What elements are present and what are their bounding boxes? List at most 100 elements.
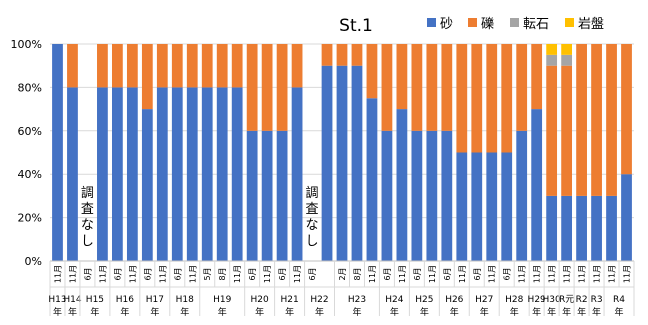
x-month-label: 6月 bbox=[443, 267, 452, 280]
x-year-label: H19 bbox=[213, 295, 231, 305]
x-year-label: H18 bbox=[176, 295, 194, 305]
bar-segment-砂 bbox=[501, 152, 513, 261]
bar-segment-砂 bbox=[67, 87, 78, 262]
bar-segment-砂 bbox=[276, 130, 288, 261]
bar-segment-礫 bbox=[516, 44, 528, 131]
x-month-label: 11月 bbox=[428, 265, 437, 283]
x-month-label: 6月 bbox=[113, 267, 122, 280]
y-tick-label: 60% bbox=[18, 125, 42, 138]
bar-segment-礫 bbox=[201, 44, 213, 88]
x-year-label: R2 bbox=[576, 295, 588, 305]
x-year-suffix: 年 bbox=[480, 306, 489, 318]
x-year-label: R元 bbox=[559, 295, 574, 305]
bar-segment-砂 bbox=[591, 195, 602, 261]
x-year-suffix: 年 bbox=[150, 306, 159, 318]
x-year-label: H29 bbox=[528, 295, 546, 305]
bar-segment-礫 bbox=[126, 44, 138, 88]
x-month-label: 5月 bbox=[203, 267, 212, 280]
bar-segment-礫 bbox=[546, 65, 558, 196]
x-month-label: 11月 bbox=[458, 265, 467, 283]
x-year-label: H28 bbox=[505, 295, 523, 305]
annotation-char: 査 bbox=[81, 202, 94, 217]
bar-segment-礫 bbox=[97, 44, 108, 88]
bar-segment-礫 bbox=[486, 44, 498, 153]
legend-label: 岩盤 bbox=[578, 17, 604, 32]
bar-segment-礫 bbox=[396, 44, 408, 110]
bar-segment-礫 bbox=[441, 44, 453, 131]
bar-segment-砂 bbox=[246, 130, 258, 261]
bar-segment-礫 bbox=[321, 44, 333, 66]
legend-swatch-砂 bbox=[427, 18, 436, 27]
x-year-label: H30 bbox=[543, 295, 561, 305]
bar-segment-砂 bbox=[546, 195, 558, 261]
x-month-label: 11月 bbox=[548, 265, 557, 283]
bar-segment-礫 bbox=[291, 44, 303, 88]
x-month-label: 11月 bbox=[518, 265, 527, 283]
x-year-suffix: 年 bbox=[315, 306, 324, 318]
chart-title: St.1 bbox=[339, 16, 373, 36]
x-year-suffix: 年 bbox=[615, 306, 624, 318]
bar-segment-砂 bbox=[111, 87, 123, 262]
x-month-label: 11月 bbox=[488, 265, 497, 283]
x-year-suffix: 年 bbox=[450, 306, 459, 318]
bar-segment-砂 bbox=[396, 109, 408, 261]
y-axis-tick-labels: 0% 20% 40% 60% 80% 100% bbox=[11, 38, 42, 268]
bar-segment-礫 bbox=[366, 44, 378, 99]
x-year-suffix: 年 bbox=[68, 306, 77, 318]
x-year-suffix: 年 bbox=[120, 306, 129, 318]
x-month-label: 11月 bbox=[53, 265, 62, 283]
bar-segment-礫 bbox=[471, 44, 483, 153]
x-month-label: 6月 bbox=[143, 267, 152, 280]
x-year-label: R4 bbox=[613, 295, 625, 305]
x-month-label: 11月 bbox=[578, 265, 587, 283]
legend-swatch-礫 bbox=[468, 18, 477, 27]
x-axis-categories: 11月 11月 6月 11月 6月 11月 6月 11月 6月 11月 5月 8月 11月 6月 11月 6月… bbox=[48, 261, 635, 318]
y-tick-label: 0% bbox=[25, 255, 42, 268]
x-year-suffix: 年 bbox=[577, 306, 586, 318]
x-month-label: 2月 bbox=[338, 267, 347, 280]
legend-label: 砂 bbox=[440, 17, 453, 32]
bar-segment-転石 bbox=[546, 54, 558, 66]
bar-segment-砂 bbox=[186, 87, 198, 262]
x-year-label: H24 bbox=[385, 295, 403, 305]
bar-segment-礫 bbox=[411, 44, 423, 131]
bar-segment-礫 bbox=[501, 44, 513, 153]
bar-segment-砂 bbox=[321, 65, 333, 261]
bar-segment-砂 bbox=[411, 130, 423, 261]
x-month-label: 11月 bbox=[188, 265, 197, 283]
bar-segment-礫 bbox=[561, 65, 573, 196]
x-year-suffix: 年 bbox=[255, 306, 264, 318]
x-year-label: H15 bbox=[86, 295, 104, 305]
legend-swatch-転石 bbox=[510, 18, 519, 27]
axes bbox=[50, 260, 634, 288]
legend-label: 転石 bbox=[523, 17, 549, 32]
bars bbox=[52, 44, 632, 262]
bar-segment-礫 bbox=[67, 44, 78, 88]
x-year-suffix: 年 bbox=[53, 306, 62, 318]
x-year-suffix: 年 bbox=[510, 306, 519, 318]
annotation-char: な bbox=[81, 218, 94, 233]
x-year-suffix: 年 bbox=[420, 306, 429, 318]
x-year-label: H17 bbox=[146, 295, 164, 305]
bar-segment-砂 bbox=[381, 130, 393, 261]
y-tick-label: 80% bbox=[18, 81, 42, 94]
bar-segment-砂 bbox=[336, 65, 348, 261]
x-year-label: H25 bbox=[415, 295, 433, 305]
x-month-label: 11月 bbox=[263, 265, 272, 283]
bar-segment-砂 bbox=[201, 87, 213, 262]
bar-segment-砂 bbox=[216, 87, 228, 262]
bar-segment-砂 bbox=[52, 44, 63, 261]
x-year-suffix: 年 bbox=[218, 306, 227, 318]
x-month-label: 6月 bbox=[248, 267, 257, 280]
x-month-label: 6月 bbox=[473, 267, 482, 280]
x-month-label: 11月 bbox=[593, 265, 602, 283]
x-month-label: 6月 bbox=[383, 267, 392, 280]
x-month-label: 6月 bbox=[83, 267, 92, 280]
annotation-char: し bbox=[81, 234, 94, 249]
bar-segment-礫 bbox=[606, 44, 617, 196]
bar-segment-砂 bbox=[516, 130, 528, 261]
x-month-label: 6月 bbox=[503, 267, 512, 280]
bar-segment-岩盤 bbox=[546, 44, 558, 55]
bar-segment-砂 bbox=[471, 152, 483, 261]
